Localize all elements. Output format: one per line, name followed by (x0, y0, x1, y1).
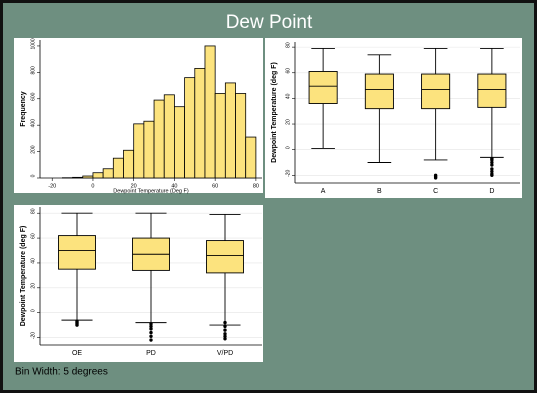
x-tick-label: C (433, 188, 438, 195)
x-tick-label: V/PD (217, 350, 233, 357)
x-tick-label: B (377, 188, 382, 195)
footnote: Bin Width: 5 degrees (15, 367, 108, 378)
chart-panel (265, 38, 522, 198)
y-tick-label: 0 (30, 174, 36, 177)
outlier (490, 167, 494, 171)
x-tick-label: 80 (253, 183, 259, 189)
histogram-bar (163, 94, 175, 179)
y-tick-label: -20 (285, 169, 291, 176)
outlier (223, 324, 227, 329)
y-tick-label: 600 (30, 92, 36, 101)
histogram-bar (235, 93, 247, 179)
histogram-bar (92, 172, 104, 179)
histogram-bar (72, 176, 84, 179)
histogram-bar (102, 168, 114, 179)
histogram-bar (123, 149, 135, 179)
histogram-bar (112, 157, 124, 179)
box (58, 235, 96, 270)
outlier (149, 338, 153, 342)
y-axis-title: Frequency (20, 91, 27, 127)
y-tick-label: 200 (30, 145, 36, 154)
y-tick-label: 80 (285, 42, 291, 48)
box (308, 71, 338, 104)
outlier (433, 176, 438, 180)
outlier (149, 322, 153, 326)
histogram-bar (224, 82, 236, 179)
y-tick-label: -20 (30, 332, 36, 339)
y-tick-label: 20 (30, 283, 36, 289)
histogram-bar (82, 175, 94, 179)
outlier (490, 160, 494, 165)
box (421, 73, 451, 110)
outlier (490, 158, 494, 162)
y-tick-label: 0 (30, 309, 36, 312)
y-axis-title: Dewpoint Temperature (deg F) (271, 62, 278, 163)
outlier (149, 327, 153, 331)
histogram-bar (174, 106, 186, 179)
outlier (149, 330, 153, 335)
y-axis-title: Dewpoint Temperature (deg F) (20, 226, 27, 327)
x-tick-label: 60 (212, 183, 218, 189)
outlier (75, 323, 79, 327)
histogram-bar (143, 120, 155, 179)
histogram-bar (153, 99, 165, 179)
x-tick-label: OE (72, 350, 82, 357)
x-tick-label: A (321, 188, 326, 195)
y-tick-label: 20 (285, 119, 291, 125)
y-tick-label: 40 (30, 258, 36, 264)
histogram-bar (133, 123, 145, 179)
histogram-bar (204, 45, 216, 179)
outlier (490, 163, 494, 167)
y-tick-label: 40 (285, 93, 291, 99)
page-title: Dew Point (226, 12, 313, 33)
x-tick-label: -20 (48, 183, 56, 189)
outlier (149, 324, 153, 329)
box (477, 73, 507, 108)
y-tick-label: 0 (285, 146, 291, 149)
outlier (223, 332, 227, 336)
outlier (223, 328, 227, 332)
x-tick-label: D (489, 188, 494, 195)
x-axis-title: Dewpoint Temperature (Deg F) (113, 188, 189, 194)
histogram-bar (184, 77, 196, 179)
box (206, 240, 244, 274)
x-tick-label: 0 (91, 183, 94, 189)
y-tick-label: 60 (30, 233, 36, 239)
chart-panel (14, 205, 263, 362)
histogram-bar (214, 93, 226, 179)
outlier (223, 337, 227, 341)
x-tick-label: PD (146, 350, 156, 357)
histogram-bar (245, 136, 257, 179)
y-tick-label: 1000 (30, 38, 36, 49)
histogram-bar (194, 67, 206, 179)
box (364, 73, 394, 110)
outlier (149, 334, 153, 338)
y-tick-label: 60 (285, 68, 291, 74)
x-tick-label: 20 (131, 183, 137, 189)
outlier (223, 320, 227, 325)
x-tick-label: 40 (171, 183, 177, 189)
y-tick-label: 400 (30, 119, 36, 128)
outlier (490, 173, 494, 178)
outlier (223, 334, 227, 338)
outlier (490, 169, 494, 174)
y-tick-label: 80 (30, 208, 36, 214)
y-tick-label: 800 (30, 66, 36, 75)
